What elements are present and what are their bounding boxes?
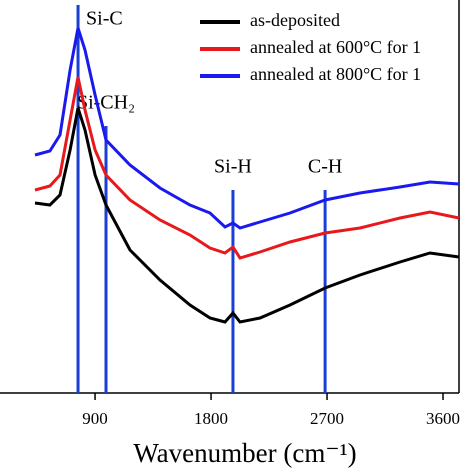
series-line	[34, 107, 460, 324]
x-tick-label: 1800	[194, 409, 228, 428]
legend-label: annealed at 600°C for 1	[250, 37, 421, 57]
series-line	[34, 76, 460, 260]
legend-label: annealed at 800°C for 1	[250, 64, 421, 84]
x-tick-label: 2700	[310, 409, 344, 428]
reference-label: Si-CH₂	[77, 92, 135, 114]
x-tick-label: 900	[82, 409, 108, 428]
series-line	[34, 27, 460, 230]
reference-label: Si-C	[86, 8, 123, 30]
x-tick-label: 3600	[426, 409, 460, 428]
reference-label: C-H	[308, 156, 342, 178]
legend-label: as-deposited	[250, 10, 340, 30]
x-axis-title: Wavenumber (cm⁻¹)	[133, 438, 356, 468]
reference-label: Si-H	[214, 156, 252, 178]
